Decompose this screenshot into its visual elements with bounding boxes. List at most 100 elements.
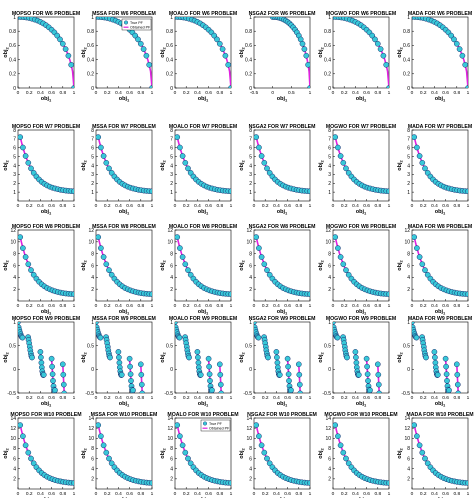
y-tick-label: 6 [170,456,173,462]
true-pf-point [220,402,225,407]
y-tick-label: 8 [328,128,331,134]
x-axis-label: obj1 [356,96,367,103]
true-pf-point [194,349,201,355]
true-pf-point [137,361,144,368]
y-tick-label: 0.4 [9,57,16,63]
x-axis-label: obj1 [198,401,209,408]
true-pf-point [416,442,423,449]
true-pf-point [457,402,462,407]
plot-area [333,134,389,195]
plot-area [254,134,310,195]
y-tick-label: 8 [13,251,16,257]
y-tick-label: 3 [91,172,94,178]
x-tick-label: 1 [467,303,470,309]
y-tick-label: 1 [170,190,173,196]
y-tick-label: 5 [249,154,252,160]
y-tick-label: 12 [88,426,94,432]
x-tick-label: 1 [309,303,312,309]
true-pf-point [303,52,310,59]
true-pf-point [146,61,152,68]
true-pf-point [456,46,463,52]
true-pf-point [459,52,466,59]
x-tick-label: 0 [95,203,98,209]
subplot-title: MADA FOR W8 PROBLEM [408,224,472,230]
true-pf-point [175,134,181,140]
x-tick-label: 0 [411,303,414,309]
x-axis-subscript: 1 [206,98,209,103]
y-tick-label: 7 [170,137,173,143]
x-tick-label: 0 [332,395,335,401]
y-tick-label: 10 [325,240,331,246]
y-tick-label: 7 [91,137,94,143]
x-tick-label: 0.4 [273,491,280,497]
y-axis-label: obj2 [318,46,325,57]
y-axis-subscript: 2 [83,46,88,49]
x-tick-label: 0 [174,303,177,309]
x-tick-label: 0.6 [48,395,55,401]
true-pf-point [30,460,37,467]
x-axis-subscript: 1 [285,403,288,408]
y-axis-subscript: 2 [162,46,167,49]
true-pf-point [307,188,310,195]
y-tick-label: 8 [249,251,252,257]
y-tick-label: 0.5 [9,343,16,349]
true-pf-point [258,442,265,449]
subplot-title: MSSA FOR W8 PROBLEM [92,224,156,230]
x-tick-label: 0.8 [59,203,66,209]
x-tick-label: 1 [309,491,312,497]
y-axis-subscript: 2 [83,159,88,162]
y-tick-label: 1 [249,15,252,21]
y-axis-label: obj2 [239,159,246,170]
x-tick-label: 0 [332,90,335,96]
subplot-title: MOALO FOR W7 PROBLEM [169,124,237,130]
x-axis-label: obj1 [198,96,209,103]
x-tick-label: 1 [73,203,76,209]
y-tick-label: 4 [91,163,94,169]
true-pf-point [274,354,280,361]
x-tick-label: 0.8 [374,90,381,96]
true-pf-point [380,52,387,59]
true-pf-point [344,354,350,361]
y-tick-label: 1 [249,320,252,326]
true-pf-point [286,377,292,384]
subplot-title: MADA FOR W6 PROBLEM [408,11,472,17]
y-tick-label: 10 [167,436,173,442]
true-pf-point [296,381,303,388]
true-pf-point [378,402,383,407]
y-axis-label: obj2 [239,447,246,458]
y-axis-label: obj2 [397,46,404,57]
plot-area [333,322,383,407]
x-tick-label: 0.4 [273,303,280,309]
x-tick-label: 0.6 [48,203,55,209]
x-tick-label: 1 [309,203,312,209]
x-tick-label: 0 [174,90,177,96]
x-tick-label: 0.6 [363,203,370,209]
true-pf-point [221,402,226,407]
true-pf-point [335,245,341,251]
subplot-title: NSGA2 FOR W8 PROBLEM [249,224,316,230]
x-tick-label: 0 [17,491,20,497]
x-tick-label: 1 [73,491,76,497]
x-tick-label: 0.2 [262,203,269,209]
true-pf-point [462,61,468,68]
true-pf-point [261,159,268,166]
y-tick-label: 6 [91,456,94,462]
legend-true-marker [123,20,128,25]
true-pf-point [62,46,69,52]
y-tick-label: 2 [170,477,173,483]
x-tick-label: 0.8 [374,395,381,401]
x-axis-subscript: 1 [443,211,446,216]
true-pf-point [49,363,55,370]
x-axis-label: obj1 [41,309,52,316]
y-tick-label: 0 [13,367,16,373]
plot-area [175,17,231,88]
x-tick-label: 0.4 [194,491,201,497]
true-pf-point [307,480,310,486]
x-tick-label: 0.2 [341,395,348,401]
y-tick-label: 1 [407,15,410,21]
